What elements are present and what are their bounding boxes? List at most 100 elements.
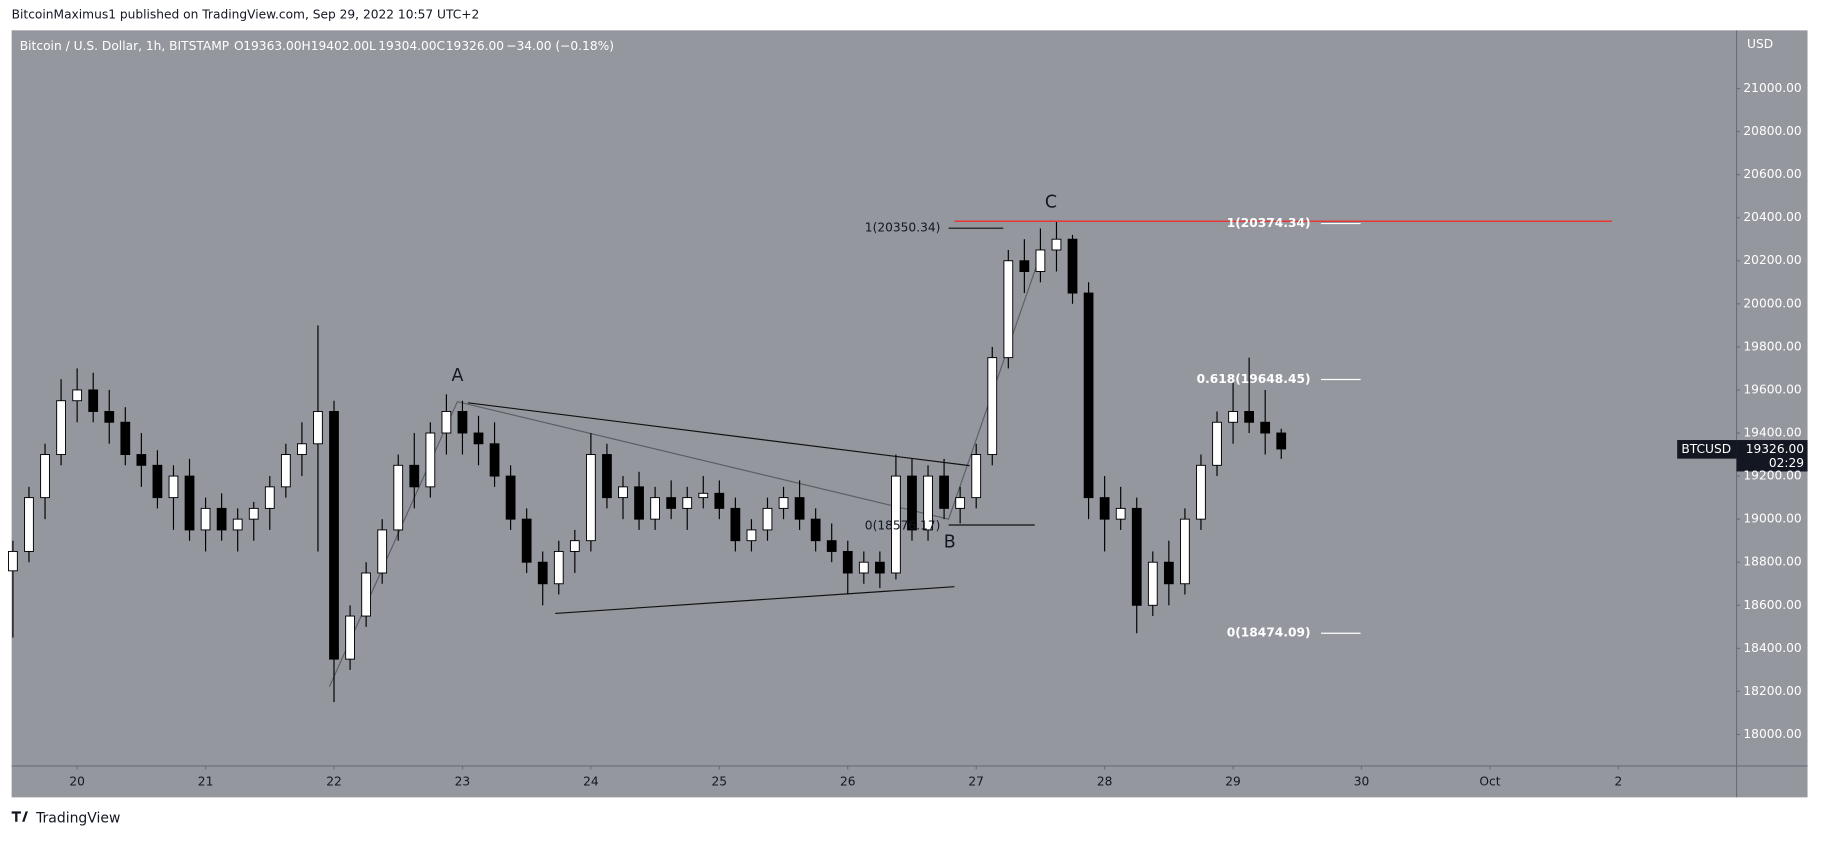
candle-body (24, 497, 34, 552)
y-tick-label: 19800.00 (1743, 339, 1801, 353)
y-tick-label: 19400.00 (1743, 426, 1801, 440)
candle-body (361, 572, 372, 617)
y-tick-label: 20600.00 (1743, 167, 1801, 181)
candles (8, 221, 1287, 703)
x-tick-label: 22 (326, 775, 342, 789)
candle-body (8, 550, 18, 572)
candle-body (923, 475, 933, 531)
candle-body (1099, 497, 1110, 520)
candle-body (345, 615, 355, 660)
y-tick-label: 18400.00 (1743, 641, 1801, 655)
byline: BitcoinMaximus1 published on TradingView… (12, 8, 480, 22)
candle-body (1035, 249, 1046, 272)
candle-body (280, 454, 291, 488)
candle-body (232, 518, 243, 531)
candle-body (184, 475, 195, 531)
candle-body (1147, 561, 1158, 606)
candle-body (1276, 432, 1287, 450)
candle-body (168, 475, 179, 499)
candle-body (730, 507, 741, 542)
ohlc-value: 19363.00 (243, 39, 301, 53)
candle-body (537, 561, 548, 585)
x-tick-label: 23 (455, 775, 471, 789)
candle-body (425, 432, 436, 488)
candle-body (136, 454, 147, 466)
candle-body (441, 411, 452, 434)
candle-body (939, 475, 949, 509)
symbol: Bitcoin / U.S. Dollar, 1h, BITSTAMP (20, 39, 229, 53)
candle-body (762, 507, 773, 531)
candle-body (1228, 411, 1238, 423)
candle-body (553, 550, 564, 585)
candle-body (826, 540, 837, 552)
symbol-tag: BTCUSD (1681, 442, 1731, 456)
candle-body (1003, 260, 1014, 359)
ohlc-value: 19326.00 (446, 39, 504, 53)
candle-body (1163, 561, 1174, 585)
candle-body (714, 492, 725, 509)
candle-body (200, 507, 211, 531)
ohlc-group: O 19363.00 H 19402.00 L 19304.00 C 19326.00 −34.… (234, 39, 614, 53)
candle-body (521, 518, 532, 563)
candle-body (778, 497, 789, 509)
candle-body (1196, 464, 1206, 520)
x-tick-label: Oct (1479, 775, 1500, 789)
candle-body (698, 492, 709, 499)
fib-label: 1(20350.34) (865, 221, 941, 235)
wave-label: C (1045, 193, 1057, 213)
candle-body (746, 529, 757, 542)
candle-body (971, 454, 982, 499)
candle-body (1115, 507, 1126, 520)
y-tick-label: 18600.00 (1743, 598, 1801, 612)
triangle-top (467, 402, 970, 467)
candle-body (666, 497, 677, 509)
candle-body (874, 561, 885, 574)
candle-body (329, 411, 339, 660)
candle-body (393, 464, 404, 531)
y-tick-label: 19000.00 (1743, 512, 1801, 526)
y-tick-label: 20400.00 (1743, 210, 1801, 224)
x-tick-label: 27 (968, 775, 984, 789)
candle-body (216, 507, 227, 531)
candle-body (858, 561, 869, 574)
candle-body (1244, 411, 1255, 423)
y-tick-label: 19200.00 (1743, 469, 1801, 483)
candle-body (457, 411, 468, 434)
brand: TradingView (35, 810, 120, 826)
ohlc-value: 19402.00 (311, 39, 369, 53)
x-tick-label: 2 (1614, 775, 1622, 789)
candle-body (907, 475, 917, 531)
candle-body (489, 443, 500, 477)
logo-mark (11, 811, 28, 822)
candle-body (1051, 238, 1062, 251)
ohlc-key: O (234, 39, 244, 53)
candle-body (586, 454, 596, 542)
candle-body (313, 411, 323, 445)
candle-body (602, 454, 612, 499)
wave-label: A (451, 366, 463, 386)
candle-body (1131, 507, 1142, 606)
candle-body (297, 443, 307, 456)
ohlc-key: H (301, 39, 310, 53)
candle-body (794, 497, 805, 520)
y-tick-label: 20000.00 (1743, 296, 1801, 310)
candle-body (152, 464, 163, 499)
candle-body (473, 432, 484, 445)
drawings (328, 220, 1613, 688)
candle-body (120, 421, 131, 456)
candle-body (955, 497, 966, 509)
price-tag: 19326.00 (1746, 442, 1804, 456)
candle-body (1019, 260, 1030, 272)
ohlc-value: 19304.00 (378, 39, 436, 53)
footer-logo: TradingView (11, 810, 120, 826)
candle-body (569, 540, 580, 552)
y-tick-label: 21000.00 (1743, 81, 1801, 95)
y-tick-label: 18800.00 (1743, 555, 1801, 569)
candle-body (409, 464, 420, 488)
candle-body (1083, 292, 1094, 499)
x-tick-label: 30 (1354, 775, 1370, 789)
candle-body (1067, 238, 1078, 294)
symbol-tag-box (1677, 440, 1737, 459)
